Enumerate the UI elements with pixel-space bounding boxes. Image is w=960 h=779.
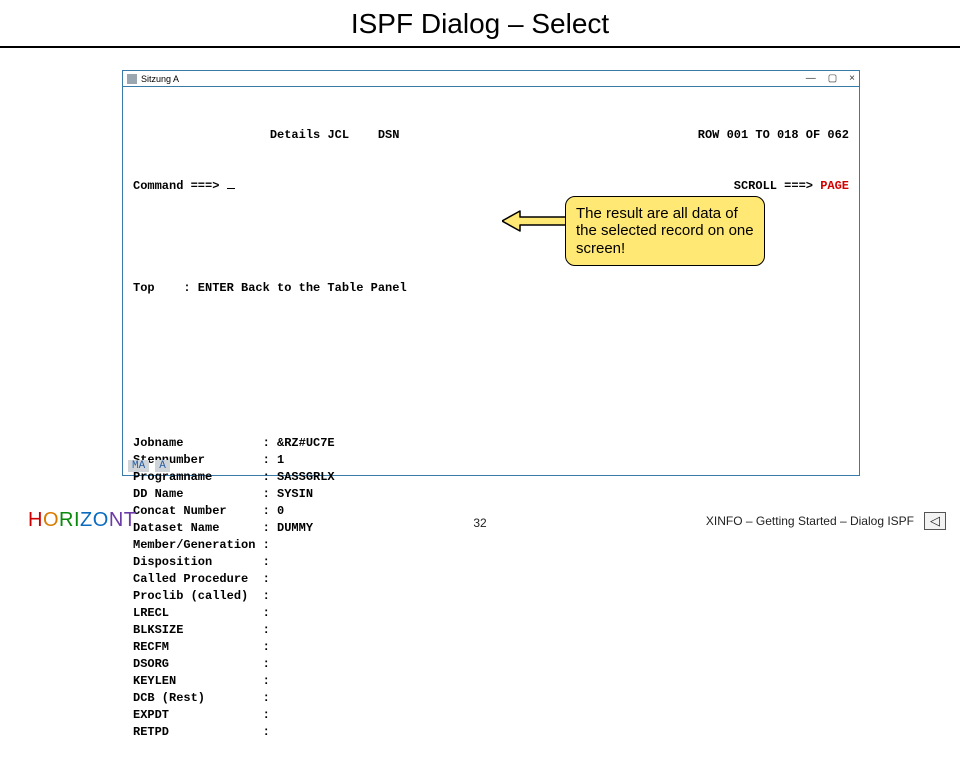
maximize-icon[interactable]: ▢ xyxy=(828,73,837,84)
screen-title-right: DSN xyxy=(378,128,400,142)
command-input[interactable] xyxy=(227,188,235,189)
session-label: Sitzung A xyxy=(141,74,179,84)
field-row: Proclib (called) : xyxy=(133,588,849,605)
status-line: MA A xyxy=(124,458,858,474)
window-titlebar: Sitzung A — ▢ × xyxy=(123,71,859,87)
field-row: KEYLEN : xyxy=(133,673,849,690)
field-row: Jobname : &RZ#UC7E xyxy=(133,435,849,452)
header-line-2: Command ===> SCROLL ===> PAGE xyxy=(133,178,849,195)
field-row: RECFM : xyxy=(133,639,849,656)
close-icon[interactable]: × xyxy=(849,73,855,84)
page-number: 32 xyxy=(473,516,486,530)
field-row: EXPDT : xyxy=(133,707,849,724)
status-ma: MA xyxy=(128,460,149,472)
field-row: LRECL : xyxy=(133,605,849,622)
blank-line xyxy=(133,382,849,399)
header-spacer xyxy=(133,128,270,142)
back-button[interactable]: ◁ xyxy=(924,512,946,530)
back-icon: ◁ xyxy=(930,513,940,529)
titlebar-left: Sitzung A xyxy=(127,74,179,84)
row-info: ROW 001 TO 018 OF 062 xyxy=(698,127,849,144)
field-row: RETPD : xyxy=(133,724,849,741)
callout-text: The result are all data of the selected … xyxy=(576,205,754,257)
callout-box: The result are all data of the selected … xyxy=(565,196,765,266)
field-row: Disposition : xyxy=(133,554,849,571)
app-icon xyxy=(127,74,137,84)
window-controls: — ▢ × xyxy=(806,73,855,84)
help-line: Top : ENTER Back to the Table Panel xyxy=(133,280,849,297)
title-divider xyxy=(0,46,960,48)
field-row: DD Name : SYSIN xyxy=(133,486,849,503)
field-row: BLKSIZE : xyxy=(133,622,849,639)
field-table: Jobname : &RZ#UC7EStepnumber : 1Programn… xyxy=(133,435,849,741)
scroll-label: SCROLL ===> xyxy=(734,179,813,193)
field-row: DSORG : xyxy=(133,656,849,673)
field-row: DCB (Rest) : xyxy=(133,690,849,707)
terminal-window: Sitzung A — ▢ × Details JCL DSN ROW 001 … xyxy=(122,70,860,476)
slide-title: ISPF Dialog – Select xyxy=(0,0,960,46)
callout-arrow-icon xyxy=(502,209,572,233)
footer-right: XINFO – Getting Started – Dialog ISPF ◁ xyxy=(706,512,946,530)
scroll-value[interactable]: PAGE xyxy=(820,179,849,193)
screen-title-left: Details JCL xyxy=(270,128,349,142)
command-label: Command ===> xyxy=(133,179,219,193)
footer-text: XINFO – Getting Started – Dialog ISPF xyxy=(706,514,914,528)
field-row: Called Procedure : xyxy=(133,571,849,588)
blank-line xyxy=(133,331,849,348)
status-a: A xyxy=(155,460,170,472)
terminal-body: Details JCL DSN ROW 001 TO 018 OF 062 Co… xyxy=(123,87,859,779)
header-line-1: Details JCL DSN ROW 001 TO 018 OF 062 xyxy=(133,127,849,144)
brand-logo: HORIZONT xyxy=(28,509,136,532)
minimize-icon[interactable]: — xyxy=(806,73,816,84)
